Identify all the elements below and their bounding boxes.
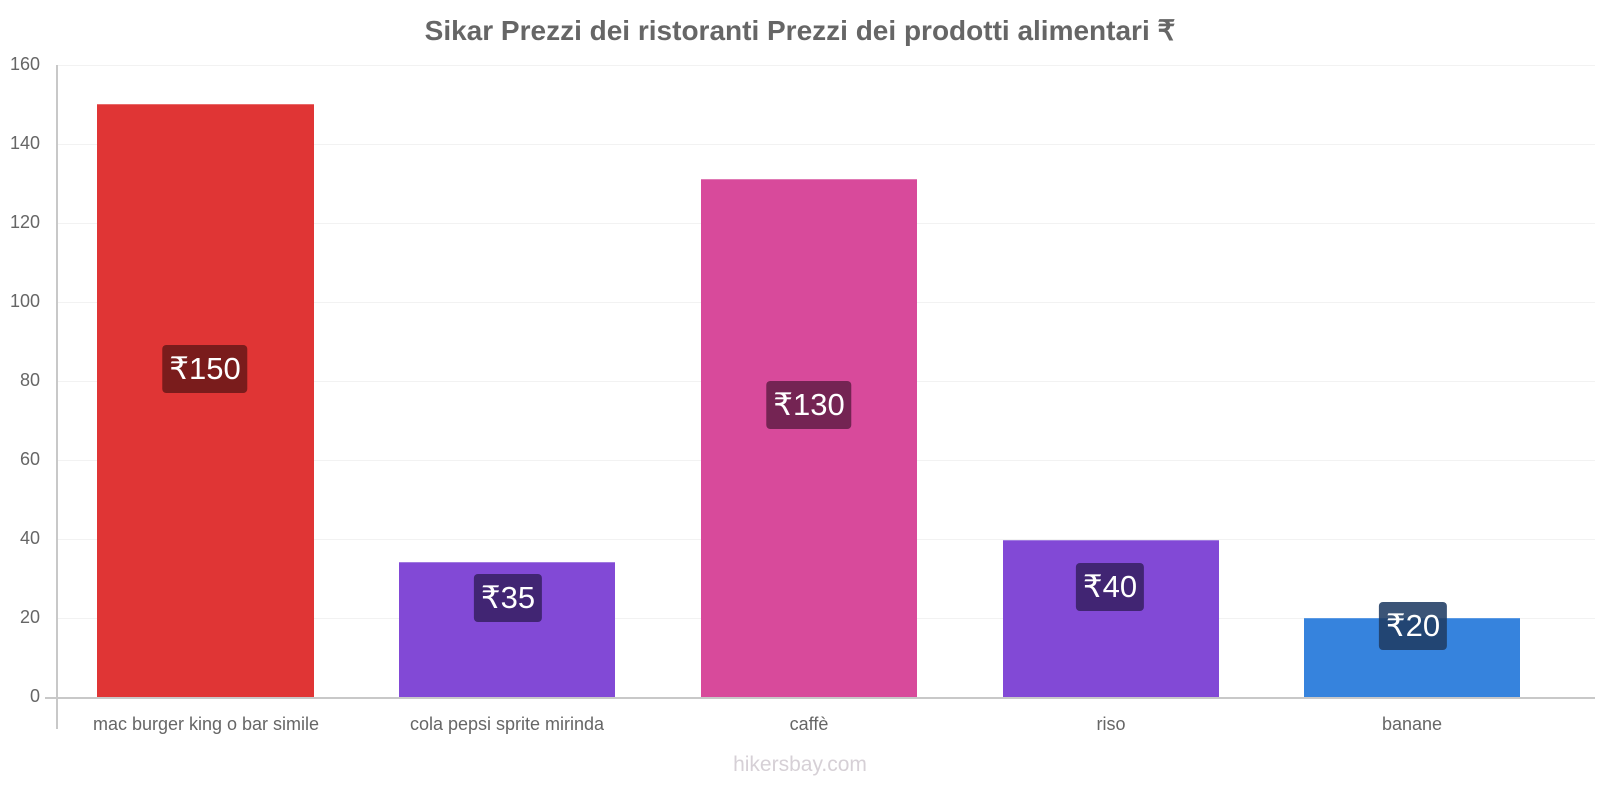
y-tick-label: 100: [9, 291, 40, 311]
chart-title: Sikar Prezzi dei ristoranti Prezzi dei p…: [424, 15, 1176, 46]
y-tick-label: 60: [19, 449, 40, 469]
watermark: hikersbay.com: [733, 753, 867, 776]
gridline: [57, 65, 1595, 66]
value-label: ₹130: [766, 381, 852, 429]
x-tick-label: riso: [1096, 714, 1126, 734]
y-tick-label: 20: [19, 607, 40, 627]
bar-mac-burger[interactable]: [97, 104, 314, 697]
value-label: ₹35: [473, 574, 543, 622]
y-tick-label: 140: [9, 133, 40, 153]
x-tick-label: caffè: [789, 714, 829, 734]
y-tick-label: 0: [29, 686, 40, 706]
y-axis: [56, 65, 58, 729]
bar-caffe[interactable]: [701, 179, 917, 697]
y-tick-label: 40: [19, 528, 40, 548]
x-tick-label: mac burger king o bar simile: [92, 714, 320, 734]
value-label: ₹150: [162, 345, 248, 393]
gridline: [57, 144, 1595, 145]
y-tick-label: 160: [9, 54, 40, 74]
x-tick-label: banane: [1381, 714, 1443, 734]
x-tick-label: cola pepsi sprite mirinda: [409, 714, 605, 734]
value-label: ₹20: [1378, 602, 1448, 650]
y-tick-label: 80: [19, 370, 40, 390]
y-tick-label: 120: [9, 212, 40, 232]
value-label: ₹40: [1075, 563, 1145, 611]
x-axis: [45, 697, 1595, 699]
